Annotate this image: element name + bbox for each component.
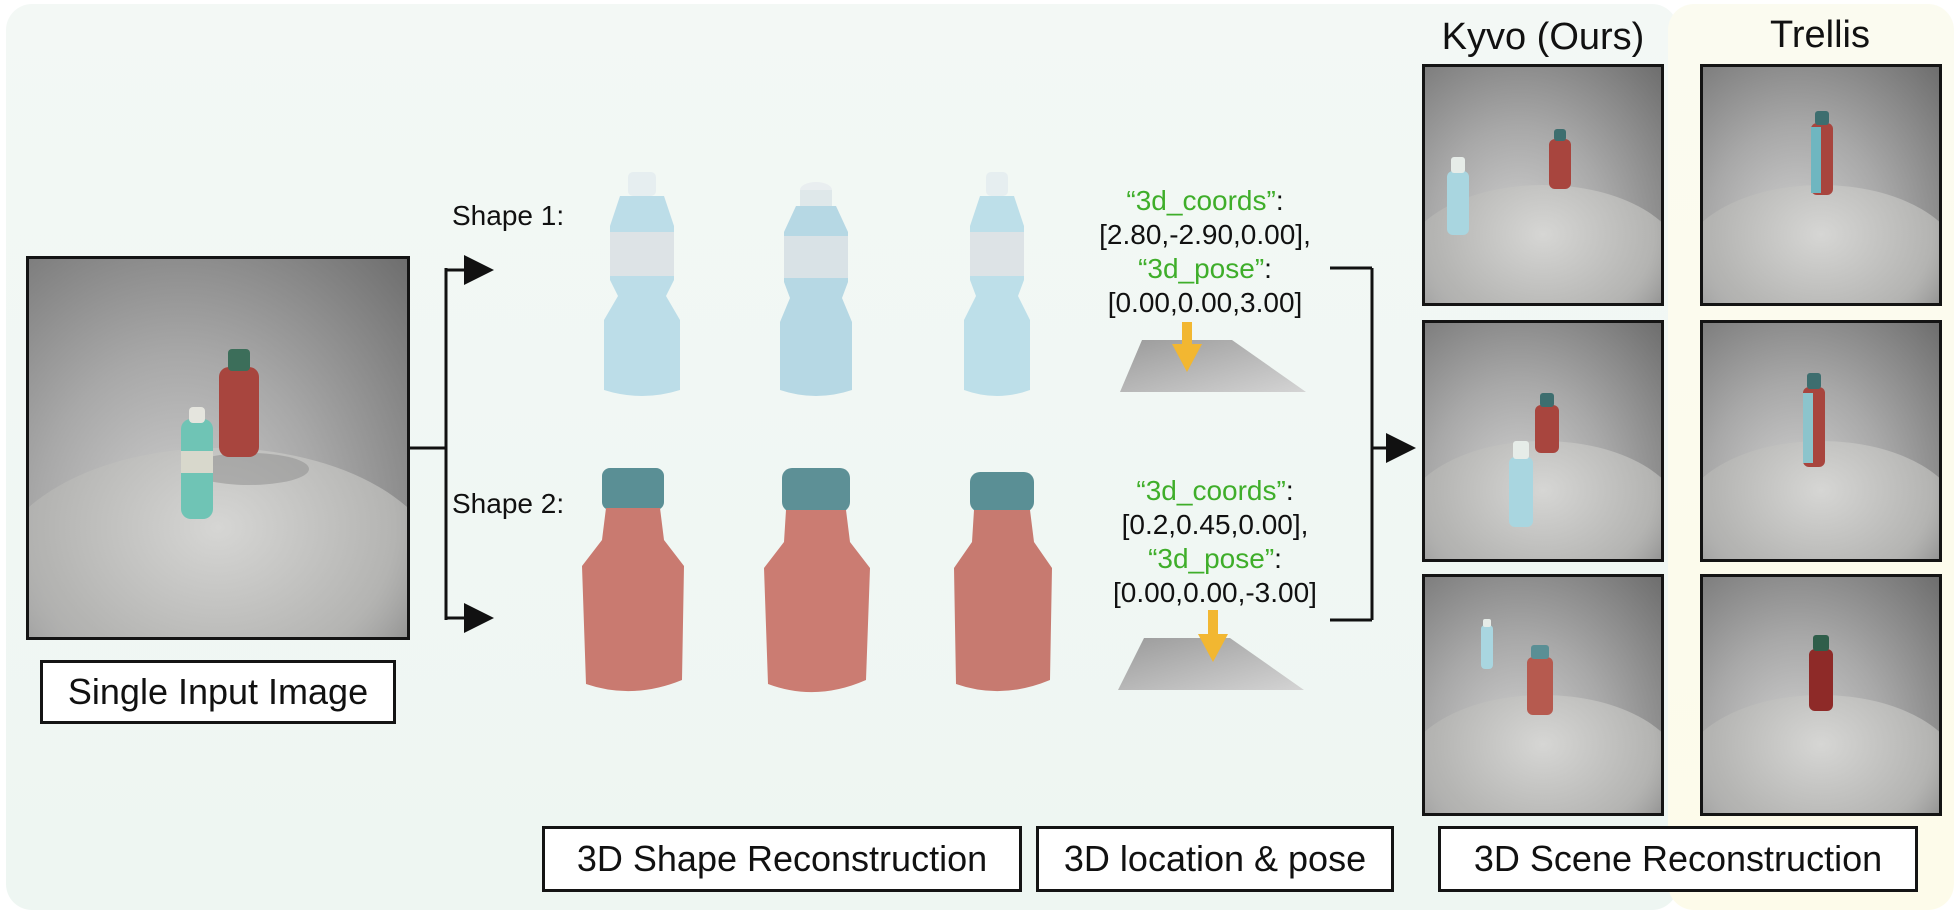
pose-key: “3d_pose”: [1138, 253, 1265, 284]
trellis-result-1: [1700, 64, 1942, 306]
red-bottle-view-2: [764, 468, 870, 693]
scene-recon-label: 3D Scene Reconstruction: [1438, 826, 1918, 892]
red-bottle-view-1: [582, 468, 684, 692]
ground-plane-1: [1120, 340, 1306, 392]
blue-bottle-view-2: [780, 182, 852, 396]
yellow-arrow-2: [1198, 610, 1228, 662]
trellis-result-3: [1700, 574, 1942, 816]
location-pose-label: 3D location & pose: [1036, 826, 1394, 892]
input-image: [26, 256, 410, 640]
kyvo-result-1: [1422, 64, 1664, 306]
coords-key: “3d_coords”: [1126, 185, 1276, 216]
ground-plane-2: [1118, 638, 1304, 690]
pose-value: [0.00,0.00,3.00]: [1107, 287, 1303, 318]
coords-value: [2.80,-2.90,0.00],: [1099, 219, 1311, 250]
red-bottle-view-3: [954, 472, 1052, 692]
red-bottle-cap: [228, 349, 250, 371]
blue-bottle-view-3: [964, 172, 1030, 396]
column-title-ours: Kyvo (Ours): [1441, 16, 1645, 58]
blue-bottle-view-1: [604, 172, 680, 396]
shape-2-label: Shape 2:: [452, 488, 565, 519]
input-label: Single Input Image: [40, 660, 396, 724]
coords-value: [0.2,0.45,0.00],: [1121, 509, 1309, 540]
kyvo-result-3: [1422, 574, 1664, 816]
shape-recon-label: 3D Shape Reconstruction: [542, 826, 1022, 892]
shape-2-params: “3d_coords”: [0.2,0.45,0.00], “3d_pose”:…: [1080, 474, 1350, 610]
kyvo-result-2: [1422, 320, 1664, 562]
pose-value: [0.00,0.00,-3.00]: [1113, 577, 1317, 608]
shape-1-params: “3d_coords”: [2.80,-2.90,0.00], “3d_pose…: [1070, 184, 1340, 320]
trellis-result-2: [1700, 320, 1942, 562]
input-scene: [181, 349, 309, 519]
coords-key: “3d_coords”: [1136, 475, 1286, 506]
shape-1-label: Shape 1:: [452, 200, 565, 231]
pose-key: “3d_pose”: [1148, 543, 1275, 574]
red-bottle-body: [219, 367, 259, 457]
column-title-baseline: Trellis: [1770, 14, 1870, 56]
yellow-arrow-1: [1172, 322, 1202, 372]
